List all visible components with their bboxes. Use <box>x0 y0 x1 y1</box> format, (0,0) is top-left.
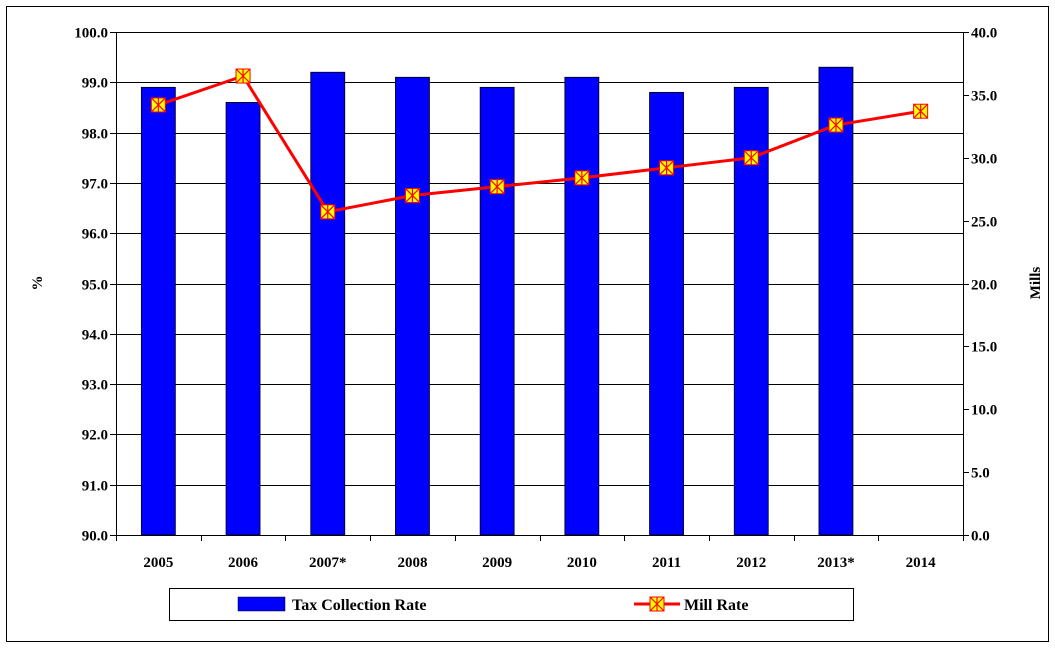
left-axis-title: % <box>30 276 46 291</box>
right-tick-label: 40.0 <box>971 26 997 42</box>
x-tick-label: 2012 <box>736 555 766 571</box>
legend: Tax Collection Rate Mill Rate <box>169 588 854 621</box>
x-tick-label: 2005 <box>143 555 173 571</box>
legend-line-marker <box>649 596 665 612</box>
legend-bar-swatch <box>237 596 286 612</box>
bar-tax-collection-rate <box>140 86 176 536</box>
left-tick-label: 91.0 <box>82 479 108 495</box>
line-series <box>150 68 929 220</box>
point-mill-rate <box>574 170 590 186</box>
point-mill-rate <box>320 204 336 220</box>
legend-label-tax-collection-rate: Tax Collection Rate <box>292 597 427 614</box>
point-mill-rate <box>489 179 505 195</box>
left-tick-label: 98.0 <box>82 127 108 143</box>
x-tick-label: 2010 <box>567 555 597 571</box>
bar-tax-collection-rate <box>310 71 346 536</box>
point-mill-rate <box>659 160 675 176</box>
axis-labels: 90.0 91.0 92.0 93.0 94.0 95.0 96.0 97.0 98.0 99.0… <box>74 26 997 572</box>
point-mill-rate <box>743 150 759 166</box>
bar-tax-collection-rate <box>649 91 684 536</box>
left-tick-label: 100.0 <box>74 26 108 42</box>
bar-tax-collection-rate <box>564 76 600 536</box>
x-tick-label: 2008 <box>397 555 427 571</box>
legend-marker-symbol <box>649 596 665 612</box>
left-tick-label: 92.0 <box>82 428 108 444</box>
left-tick-label: 97.0 <box>82 177 108 193</box>
right-tick-label: 0.0 <box>971 529 990 545</box>
right-tick-label: 30.0 <box>971 152 997 168</box>
bar-tax-collection-rate <box>395 76 430 536</box>
x-tick-label: 2007* <box>309 555 347 571</box>
x-tick-label: 2009 <box>482 555 512 571</box>
right-tick-label: 15.0 <box>971 340 997 356</box>
left-tick-label: 95.0 <box>82 278 108 294</box>
left-tick-label: 93.0 <box>82 378 108 394</box>
right-tick-label: 25.0 <box>971 215 997 231</box>
right-tick-label: 5.0 <box>971 466 990 482</box>
point-mill-rate <box>828 117 844 133</box>
line-mill-rate <box>157 74 921 214</box>
left-tick-label: 99.0 <box>82 76 108 92</box>
x-tick-label: 2011 <box>652 555 681 571</box>
point-mill-rate <box>150 97 166 113</box>
left-tick-label: 96.0 <box>82 227 108 243</box>
bar-tax-collection-rate <box>479 86 515 536</box>
right-tick-label: 35.0 <box>971 89 997 105</box>
legend-label-mill-rate: Mill Rate <box>684 597 748 614</box>
point-mill-rate <box>913 103 929 119</box>
x-tick-label: 2014 <box>906 555 937 571</box>
right-tick-label: 20.0 <box>971 278 997 294</box>
axes <box>110 32 969 541</box>
x-tick-label: 2013* <box>817 555 855 571</box>
x-tick-label: 2006 <box>228 555 259 571</box>
bar-tax-collection-rate <box>225 102 261 536</box>
right-tick-label: 10.0 <box>971 403 997 419</box>
left-tick-label: 90.0 <box>82 529 108 545</box>
left-tick-label: 94.0 <box>82 328 108 344</box>
right-axis-title: Mills <box>1028 267 1044 300</box>
point-mill-rate <box>404 187 420 203</box>
point-mill-rate <box>235 68 251 84</box>
bar-tax-collection-rate <box>818 66 854 536</box>
bar-series <box>140 66 854 536</box>
